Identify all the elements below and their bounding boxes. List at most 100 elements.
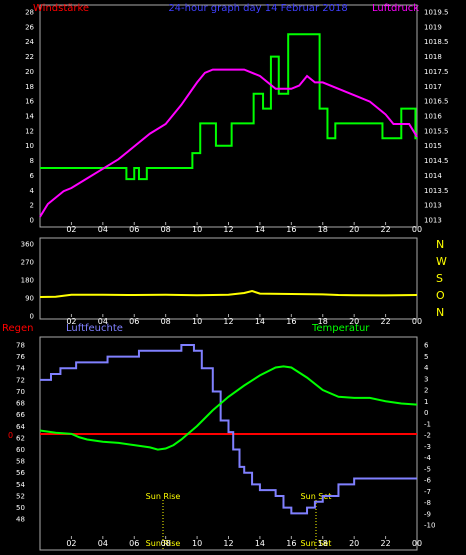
pressure-axis-title: Luftdruck	[372, 3, 419, 14]
p3-x-tick-label: 08	[161, 539, 171, 548]
direction-series-line	[39, 289, 418, 298]
pressure-axis-tick: 1013	[424, 202, 442, 210]
chart-title: 24-hour graph day 14 Februar 2018	[168, 3, 347, 14]
compass-letter: O	[436, 289, 445, 302]
p3-x-tick-label: 04	[98, 539, 108, 548]
humidity-axis-tick: 64	[16, 423, 25, 431]
panel3-frame	[39, 336, 418, 551]
wind-axis-tick: 2	[30, 202, 34, 210]
p3-x-tick-label: 18	[318, 539, 328, 548]
humidity-axis-tick: 68	[16, 400, 25, 408]
humidity-label: Luftfeuchte	[66, 323, 123, 334]
pressure-axis-tick: 1017	[424, 83, 442, 91]
p2-x-tick-label: 16	[286, 317, 296, 326]
p1-x-tick-label: 04	[98, 225, 108, 234]
compass-letter: S	[436, 272, 443, 285]
humidity-axis-tick: 72	[16, 376, 25, 384]
wind-axis-tick: 18	[25, 83, 34, 91]
p1-x-tick-label: 08	[161, 225, 171, 234]
wind-axis-tick: 22	[25, 53, 34, 61]
wind-axis-tick: 16	[25, 98, 34, 106]
wind-series-line	[40, 33, 417, 181]
p3-x-tick-label: 12	[223, 539, 233, 548]
wind-axis-tick: 10	[25, 142, 34, 150]
p3-x-tick-label: 16	[286, 539, 296, 548]
p2-x-tick-label: 10	[192, 317, 202, 326]
pressure-axis-tick: 1015	[424, 142, 442, 150]
temperature-axis-tick: -10	[424, 522, 435, 530]
p2-x-tick-label: 04	[98, 317, 108, 326]
p3-x-tick-label: 22	[380, 539, 390, 548]
pressure-series-line	[39, 68, 418, 218]
panel1-frame	[39, 4, 418, 228]
wind-axis-title: Windstärke	[33, 3, 89, 14]
p3-x-tick-label: 00	[412, 539, 422, 548]
humidity-axis-tick: 54	[16, 481, 25, 489]
temperature-axis-tick: -2	[424, 432, 431, 440]
direction-axis-tick: 270	[21, 259, 34, 267]
temperature-axis-tick: -5	[424, 465, 431, 473]
p3-x-tick-label: 10	[192, 539, 202, 548]
humidity-axis-tick: 76	[16, 353, 25, 361]
sunrise-time-label: Sun Rise	[146, 539, 181, 548]
wind-axis-tick: 8	[30, 157, 34, 165]
pressure-axis-tick: 1016	[424, 113, 442, 121]
rain-zero-label: 0	[8, 431, 13, 440]
p2-x-tick-label: 12	[223, 317, 233, 326]
temperature-axis-tick: 2	[424, 387, 428, 395]
pressure-axis-tick: 1013	[424, 217, 442, 225]
p2-x-tick-label: 06	[129, 317, 139, 326]
p2-x-tick-label: 08	[161, 317, 171, 326]
temperature-series-line	[39, 365, 418, 451]
p1-x-tick-label: 20	[349, 225, 359, 234]
pressure-axis-tick: 1014.5	[424, 157, 449, 165]
p1-x-tick-label: 06	[129, 225, 139, 234]
temperature-axis-tick: 3	[424, 375, 428, 383]
pressure-axis-tick: 1013.5	[424, 187, 449, 195]
wind-axis-tick: 4	[30, 187, 35, 195]
panel2-frame	[39, 237, 418, 320]
pressure-axis-tick: 1015.5	[424, 127, 449, 135]
humidity-axis-tick: 52	[16, 492, 25, 500]
wind-axis-tick: 28	[25, 9, 34, 17]
pressure-axis-tick: 1018.5	[424, 38, 449, 46]
p3-x-tick-label: 14	[255, 539, 265, 548]
p1-x-tick-label: 16	[286, 225, 296, 234]
temperature-axis-tick: -3	[424, 443, 431, 451]
p1-x-tick-label: 18	[318, 225, 328, 234]
temperature-axis-tick: 0	[424, 409, 428, 417]
temperature-axis-tick: -6	[424, 477, 432, 485]
rain-label: Regen	[2, 323, 34, 334]
p2-x-tick-label: 00	[412, 317, 422, 326]
temperature-axis-tick: -1	[424, 420, 431, 428]
p1-x-tick-label: 00	[412, 225, 422, 234]
pressure-axis-tick: 1019.5	[424, 9, 449, 17]
p1-x-tick-label: 14	[255, 225, 265, 234]
humidity-axis-tick: 60	[16, 446, 25, 454]
temperature-label: Temperatur	[311, 323, 370, 334]
humidity-axis-tick: 78	[16, 342, 25, 350]
p1-x-tick-label: 02	[66, 225, 76, 234]
pressure-axis-tick: 1019	[424, 23, 442, 31]
sunset-time-label: Sun Set	[301, 539, 332, 548]
humidity-axis-tick: 62	[16, 434, 25, 442]
direction-axis-tick: 0	[30, 313, 34, 321]
temperature-axis-tick: -7	[424, 488, 431, 496]
temperature-axis-tick: 6	[424, 342, 429, 350]
pressure-axis-tick: 1017.5	[424, 68, 449, 76]
compass-letter: N	[436, 238, 444, 251]
direction-axis-tick: 180	[21, 277, 34, 285]
pressure-axis-tick: 1016.5	[424, 98, 449, 106]
p2-x-tick-label: 14	[255, 317, 265, 326]
p1-x-tick-label: 22	[380, 225, 390, 234]
wind-axis-tick: 26	[25, 23, 34, 31]
direction-axis-tick: 360	[21, 241, 34, 249]
p3-x-tick-label: 06	[129, 539, 139, 548]
wind-axis-tick: 24	[25, 38, 34, 46]
temperature-axis-tick: -8	[424, 499, 431, 507]
humidity-axis-tick: 56	[16, 469, 25, 477]
temperature-axis-tick: -4	[424, 454, 432, 462]
sunrise-label: Sun Rise	[146, 492, 181, 501]
p1-x-tick-label: 10	[192, 225, 202, 234]
